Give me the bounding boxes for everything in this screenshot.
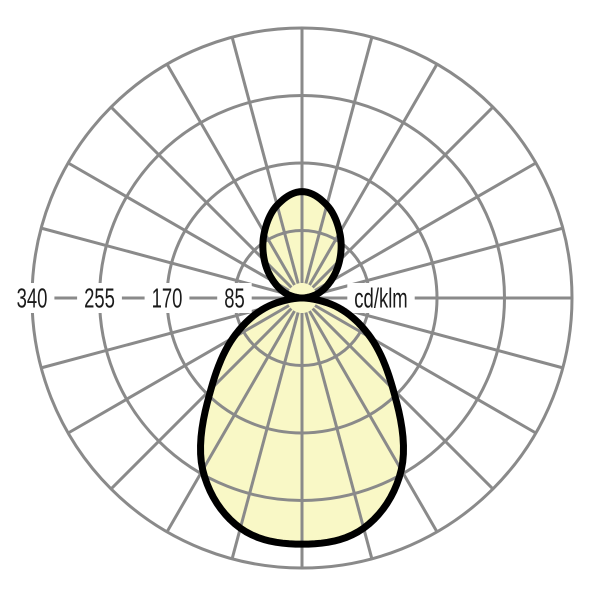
grid-spoke-195 (230, 312, 300, 560)
grid-spoke-120 (314, 304, 537, 435)
radial-tick-label-85: 85 (224, 283, 245, 314)
units-label: cd/klm (354, 283, 407, 314)
lower-lobe-direct-outline (197, 294, 407, 548)
upper-lobe-indirect-outline (259, 188, 345, 302)
radial-tick-label-255: 255 (84, 283, 115, 314)
radial-tick-label-340: 340 (17, 283, 48, 314)
label-backplate (144, 283, 190, 313)
grid-spoke-135 (311, 307, 494, 490)
grid-spoke-240 (67, 304, 290, 435)
grid-spoke-330 (165, 63, 296, 286)
grid-spoke-300 (67, 161, 290, 292)
grid-spoke-345 (230, 36, 300, 284)
label-backplate (77, 283, 122, 313)
label-backplate (217, 283, 252, 313)
grid-spoke-15 (304, 36, 374, 284)
label-backplate (9, 283, 55, 313)
axis-labels: 340 255 170 85 cd/klm (9, 283, 415, 314)
grid-spoke-210 (165, 310, 296, 533)
grid-spoke-30 (308, 63, 439, 286)
grid-spoke-60 (314, 161, 537, 292)
grid-spoke-150 (308, 310, 439, 533)
grid-spoke-165 (304, 312, 374, 560)
label-backplate (347, 283, 415, 313)
grid-spoke-225 (110, 307, 293, 490)
radial-tick-label-170: 170 (152, 283, 183, 314)
curve-outlines (197, 188, 407, 548)
